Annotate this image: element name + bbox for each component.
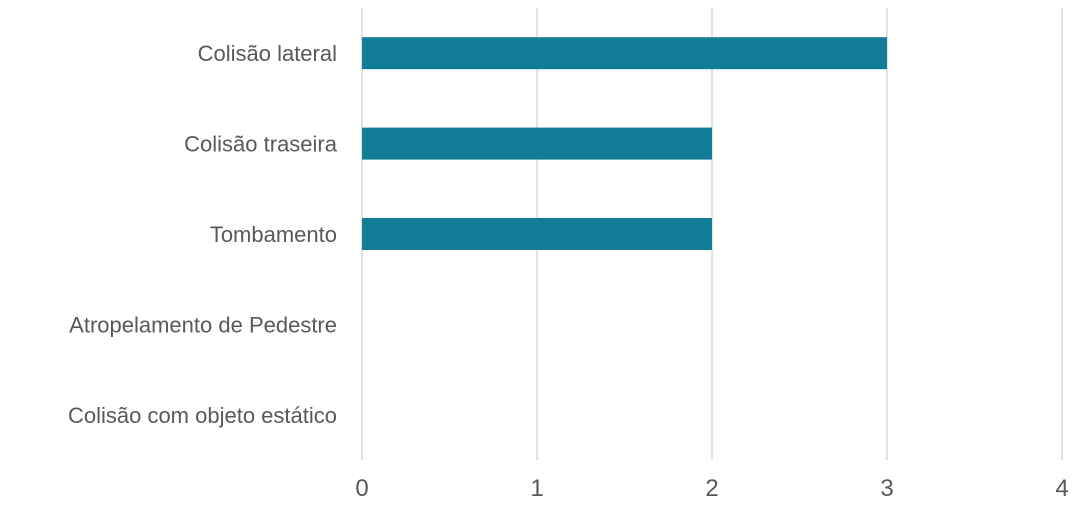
category-label: Colisão com objeto estático: [68, 403, 337, 428]
bars: [362, 37, 887, 250]
category-label: Colisão lateral: [198, 41, 337, 66]
x-tick-labels: 0 1 2 3 4: [355, 475, 1068, 502]
x-tick-label: 0: [355, 475, 368, 502]
bar: [362, 127, 712, 160]
category-label: Tombamento: [210, 222, 337, 247]
bar: [362, 37, 887, 70]
bar: [362, 218, 712, 250]
category-label: Atropelamento de Pedestre: [69, 312, 337, 337]
x-tick-label: 2: [705, 475, 718, 502]
category-labels: Colisão lateral Colisão traseira Tombament…: [68, 41, 338, 428]
x-tick-label: 1: [530, 475, 543, 502]
x-tick-label: 3: [880, 475, 893, 502]
x-tick-label: 4: [1055, 475, 1068, 502]
category-label: Colisão traseira: [184, 132, 338, 157]
